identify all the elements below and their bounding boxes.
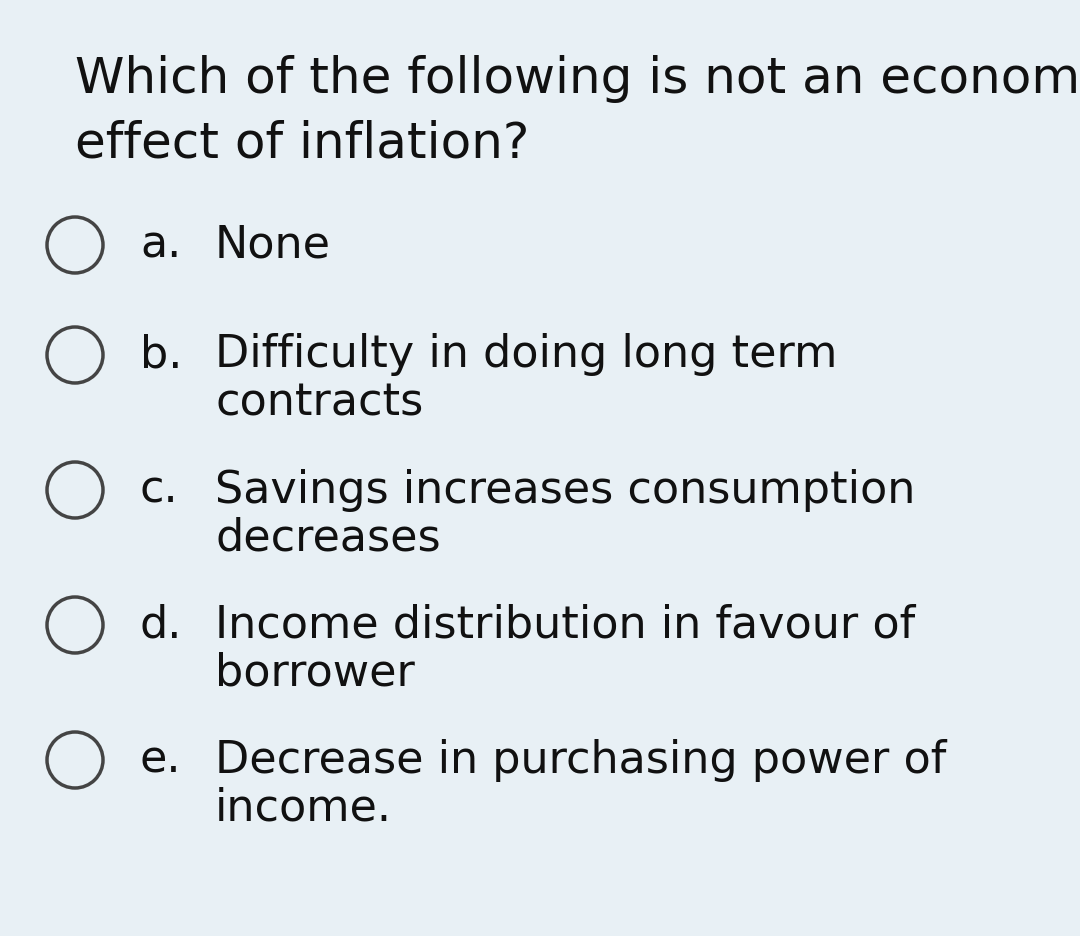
Ellipse shape [48, 732, 103, 788]
Text: income.: income. [215, 786, 392, 829]
Text: contracts: contracts [215, 382, 423, 425]
Text: a.: a. [140, 224, 181, 267]
Text: None: None [215, 224, 330, 267]
Text: Which of the following is not an economic: Which of the following is not an economi… [75, 55, 1080, 103]
Text: c.: c. [140, 469, 178, 511]
Text: Savings increases consumption: Savings increases consumption [215, 469, 916, 511]
Ellipse shape [48, 327, 103, 383]
Ellipse shape [48, 217, 103, 273]
Text: e.: e. [140, 739, 181, 782]
Text: d.: d. [140, 604, 183, 647]
Ellipse shape [48, 462, 103, 518]
Text: decreases: decreases [215, 517, 441, 560]
Text: Decrease in purchasing power of: Decrease in purchasing power of [215, 739, 946, 782]
Text: b.: b. [140, 333, 183, 376]
Text: Income distribution in favour of: Income distribution in favour of [215, 604, 915, 647]
Ellipse shape [48, 597, 103, 653]
Text: borrower: borrower [215, 651, 415, 695]
Text: effect of inflation?: effect of inflation? [75, 120, 529, 168]
Text: Difficulty in doing long term: Difficulty in doing long term [215, 333, 837, 376]
